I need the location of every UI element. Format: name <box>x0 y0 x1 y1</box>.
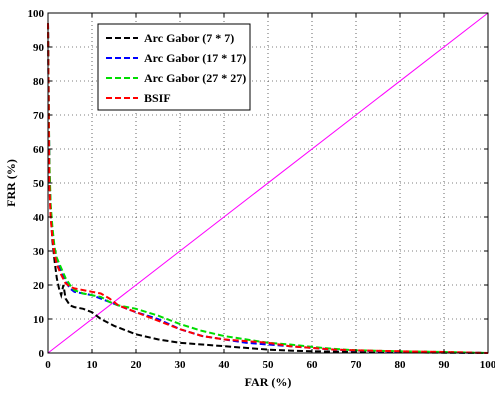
x-tick-label: 20 <box>131 359 143 371</box>
legend-entry: Arc Gabor (17 * 17) <box>144 51 246 65</box>
x-tick-label: 100 <box>480 359 495 371</box>
x-tick-label: 70 <box>351 359 363 371</box>
y-tick-label: 10 <box>33 314 45 326</box>
series-line-4 <box>47 23 489 354</box>
x-axis-label: FAR (%) <box>245 375 292 389</box>
legend-entry: Arc Gabor (27 * 27) <box>144 71 246 85</box>
legend-entry: Arc Gabor (7 * 7) <box>144 31 234 45</box>
y-tick-label: 20 <box>33 280 45 292</box>
legend-entry: BSIF <box>144 91 171 105</box>
series-line-1 <box>47 23 489 354</box>
x-tick-label: 30 <box>175 359 187 371</box>
y-tick-label: 70 <box>33 110 45 122</box>
x-tick-label: 60 <box>307 359 319 371</box>
x-tick-label: 50 <box>263 359 275 371</box>
x-tick-label: 0 <box>45 359 51 371</box>
y-tick-label: 50 <box>33 178 45 190</box>
y-tick-label: 90 <box>33 42 45 54</box>
x-tick-label: 10 <box>87 359 99 371</box>
y-tick-label: 0 <box>39 348 45 360</box>
legend-box <box>97 23 251 111</box>
y-axis-label: FRR (%) <box>4 159 18 207</box>
axis-ticks: 0 10 20 30 40 50 60 70 80 90 100 0 10 20 30 40 50 60 70 80 9… <box>28 8 495 371</box>
x-tick-label: 90 <box>439 359 451 371</box>
legend: Arc Gabor (7 * 7) Arc Gabor (17 * 17) Arc … <box>97 23 251 111</box>
x-tick-label: 40 <box>219 359 231 371</box>
y-tick-label: 100 <box>28 8 45 20</box>
y-tick-label: 60 <box>33 144 45 156</box>
series-lines <box>47 12 489 354</box>
y-tick-label: 30 <box>33 246 45 258</box>
x-tick-label: 80 <box>395 359 407 371</box>
equal-error-reference-line <box>47 12 489 354</box>
y-tick-label: 40 <box>33 212 45 224</box>
y-tick-label: 80 <box>33 76 45 88</box>
